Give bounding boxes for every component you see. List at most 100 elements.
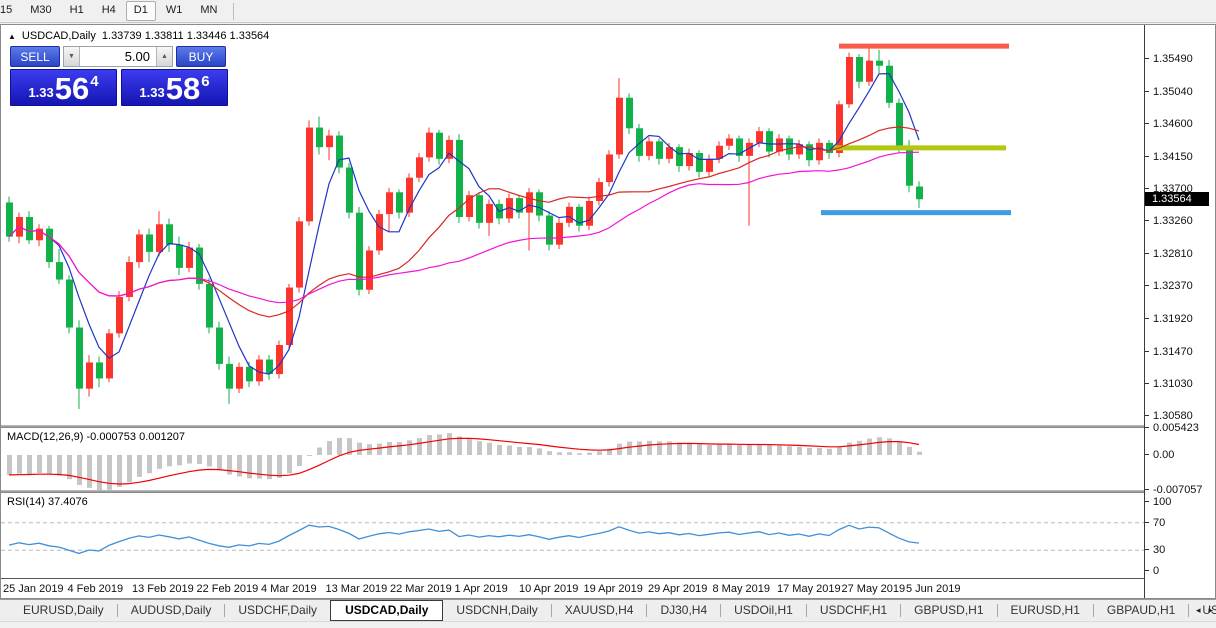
macd-tick: 0.00 bbox=[1145, 449, 1216, 461]
pane-divider[interactable] bbox=[1, 490, 1144, 493]
tab-GBPAUD-H1[interactable]: GBPAUD,H1 bbox=[1106, 603, 1176, 617]
date-tick: 22 Mar 2019 bbox=[390, 583, 452, 595]
tab-USDOil-H1[interactable]: USDOil,H1 bbox=[734, 603, 793, 617]
date-tick: 29 Apr 2019 bbox=[648, 583, 708, 595]
collapse-panel-icon[interactable]: ▲ bbox=[8, 31, 16, 41]
macd-plot[interactable] bbox=[1, 428, 1144, 490]
rsi-label: RSI(14) 37.4076 bbox=[7, 496, 88, 508]
window-bottom-edge bbox=[0, 621, 1216, 628]
date-tick: 1 Apr 2019 bbox=[454, 583, 508, 595]
price-tick: 1.35490 bbox=[1145, 53, 1216, 65]
date-tick: 27 May 2019 bbox=[841, 583, 906, 595]
buy-price-digits: 58 bbox=[165, 71, 201, 106]
timeframe-button-MN[interactable]: MN bbox=[200, 4, 218, 16]
price-tick: 1.33260 bbox=[1145, 215, 1216, 227]
timeframe-button-W1[interactable]: W1 bbox=[165, 4, 183, 16]
rsi-tick: 70 bbox=[1145, 517, 1216, 529]
tab-scroll-left-icon[interactable]: ◂ bbox=[1195, 605, 1201, 615]
tab-separator bbox=[116, 604, 118, 617]
date-tick: 8 May 2019 bbox=[712, 583, 770, 595]
rsi-tick: 100 bbox=[1145, 496, 1216, 508]
tab-separator bbox=[900, 604, 902, 617]
tab-scroll-arrows: ◂ ▸ bbox=[1196, 605, 1213, 616]
tab-separator bbox=[646, 604, 648, 617]
tab-separator bbox=[805, 604, 807, 617]
candlestick-plot[interactable] bbox=[1, 25, 1144, 425]
tab-USDCAD-Daily[interactable]: USDCAD,Daily bbox=[330, 600, 444, 621]
chart-symbol-label: USDCAD,Daily bbox=[21, 30, 96, 42]
tab-DJ30-H4[interactable]: DJ30,H4 bbox=[660, 603, 708, 617]
price-tick: 1.30580 bbox=[1145, 410, 1216, 422]
tab-EURUSD-H1[interactable]: EURUSD,H1 bbox=[1010, 603, 1080, 617]
macd-tick: -0.007057 bbox=[1145, 484, 1216, 496]
sell-button[interactable]: SELL bbox=[10, 46, 60, 67]
tab-AUDUSD-Daily[interactable]: AUDUSD,Daily bbox=[130, 603, 212, 617]
timeframe-button-15[interactable]: 15 bbox=[0, 4, 13, 16]
sell-price-display[interactable]: 1.33 56 4 bbox=[10, 69, 117, 106]
volume-down-icon[interactable]: ▼ bbox=[64, 47, 80, 66]
macd-label: MACD(12,26,9) -0.000753 0.001207 bbox=[7, 431, 185, 443]
rsi-value: 37.4076 bbox=[47, 496, 88, 508]
date-tick: 13 Mar 2019 bbox=[325, 583, 388, 595]
price-tick: 1.34150 bbox=[1145, 151, 1216, 163]
date-tick: 4 Feb 2019 bbox=[67, 583, 124, 595]
tab-separator bbox=[720, 604, 722, 617]
tab-separator bbox=[1188, 604, 1190, 617]
date-tick: 22 Feb 2019 bbox=[196, 583, 259, 595]
current-price-tag: 1.33564 bbox=[1145, 192, 1209, 207]
rsi-pane[interactable]: RSI(14) 37.4076 bbox=[1, 493, 1144, 577]
buy-price-prefix: 1.33 bbox=[139, 85, 165, 100]
price-tick: 1.34600 bbox=[1145, 118, 1216, 130]
volume-spinner: ▼ 5.00 ▲ bbox=[63, 46, 173, 67]
tab-XAUUSD-H4[interactable]: XAUUSD,H4 bbox=[564, 603, 634, 617]
timeframe-toolbar: 15 M30 H1 H4 D1 W1 MN bbox=[0, 0, 1216, 23]
price-tick: 1.32370 bbox=[1145, 280, 1216, 292]
price-tick: 1.31470 bbox=[1145, 346, 1216, 358]
buy-price-pip: 6 bbox=[201, 73, 210, 90]
price-tick: 1.35040 bbox=[1145, 86, 1216, 98]
one-click-trading-panel: SELL ▼ 5.00 ▲ BUY 1.33 56 4 1.33 58 6 bbox=[10, 46, 232, 106]
tab-separator bbox=[996, 604, 998, 617]
chart-header: ▲ USDCAD,Daily 1.33739 1.33811 1.33446 1… bbox=[8, 30, 269, 42]
tab-EURUSD-Daily[interactable]: EURUSD,Daily bbox=[23, 603, 104, 617]
timeframe-button-M30[interactable]: M30 bbox=[30, 4, 52, 16]
tab-separator bbox=[224, 604, 226, 617]
date-tick: 19 Apr 2019 bbox=[583, 583, 643, 595]
timeframe-button-D1[interactable]: D1 bbox=[125, 1, 156, 21]
timeframe-button-H1[interactable]: H1 bbox=[69, 4, 84, 16]
chart-ohlc-values: 1.33739 1.33811 1.33446 1.33564 bbox=[101, 30, 270, 42]
rsi-plot[interactable] bbox=[1, 493, 1144, 577]
toolbar-separator bbox=[233, 2, 235, 20]
price-tick: 1.31920 bbox=[1145, 313, 1216, 325]
volume-input[interactable]: 5.00 bbox=[80, 47, 156, 66]
tab-USDCNH-Daily[interactable]: USDCNH,Daily bbox=[456, 603, 538, 617]
timeframe-button-H4[interactable]: H4 bbox=[101, 4, 116, 16]
price-axis[interactable]: 1.35490 1.35040 1.34600 1.34150 1.33700 1.332… bbox=[1144, 25, 1215, 598]
chart-tabs: EURUSD,Daily AUDUSD,Daily USDCHF,Daily USDC… bbox=[10, 600, 1216, 621]
date-tick: 10 Apr 2019 bbox=[519, 583, 579, 595]
tab-GBPUSD-H1[interactable]: GBPUSD,H1 bbox=[914, 603, 984, 617]
macd-values: -0.000753 0.001207 bbox=[86, 431, 185, 443]
macd-tick: 0.005423 bbox=[1145, 422, 1216, 434]
date-tick: 25 Jan 2019 bbox=[3, 583, 64, 595]
macd-pane[interactable]: MACD(12,26,9) -0.000753 0.001207 bbox=[1, 428, 1144, 490]
tab-separator bbox=[550, 604, 552, 617]
sell-price-prefix: 1.33 bbox=[28, 85, 54, 100]
sell-price-pip: 4 bbox=[90, 73, 99, 90]
price-tick: 1.31030 bbox=[1145, 378, 1216, 390]
tab-USDCHF-Daily[interactable]: USDCHF,Daily bbox=[238, 603, 318, 617]
price-chart-pane[interactable]: ▲ USDCAD,Daily 1.33739 1.33811 1.33446 1… bbox=[1, 25, 1144, 425]
tab-separator bbox=[1092, 604, 1094, 617]
buy-button[interactable]: BUY bbox=[176, 46, 226, 67]
tab-scroll-right-icon[interactable]: ▸ bbox=[1208, 605, 1213, 615]
date-axis[interactable]: 25 Jan 2019 4 Feb 2019 13 Feb 2019 22 Feb 2… bbox=[1, 578, 1144, 598]
buy-price-display[interactable]: 1.33 58 6 bbox=[121, 69, 228, 106]
volume-up-icon[interactable]: ▲ bbox=[156, 47, 172, 66]
tab-USDCHF-H1[interactable]: USDCHF,H1 bbox=[819, 603, 888, 617]
date-tick: 4 Mar 2019 bbox=[261, 583, 317, 595]
tab-USDJP[interactable]: USDJP bbox=[1202, 603, 1216, 617]
rsi-tick: 0 bbox=[1145, 565, 1216, 577]
pane-divider[interactable] bbox=[1, 425, 1144, 428]
date-tick: 5 Jun 2019 bbox=[906, 583, 961, 595]
rsi-tick: 30 bbox=[1145, 544, 1216, 556]
